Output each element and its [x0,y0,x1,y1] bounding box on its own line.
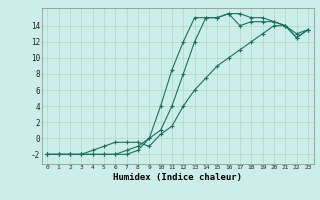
X-axis label: Humidex (Indice chaleur): Humidex (Indice chaleur) [113,173,242,182]
